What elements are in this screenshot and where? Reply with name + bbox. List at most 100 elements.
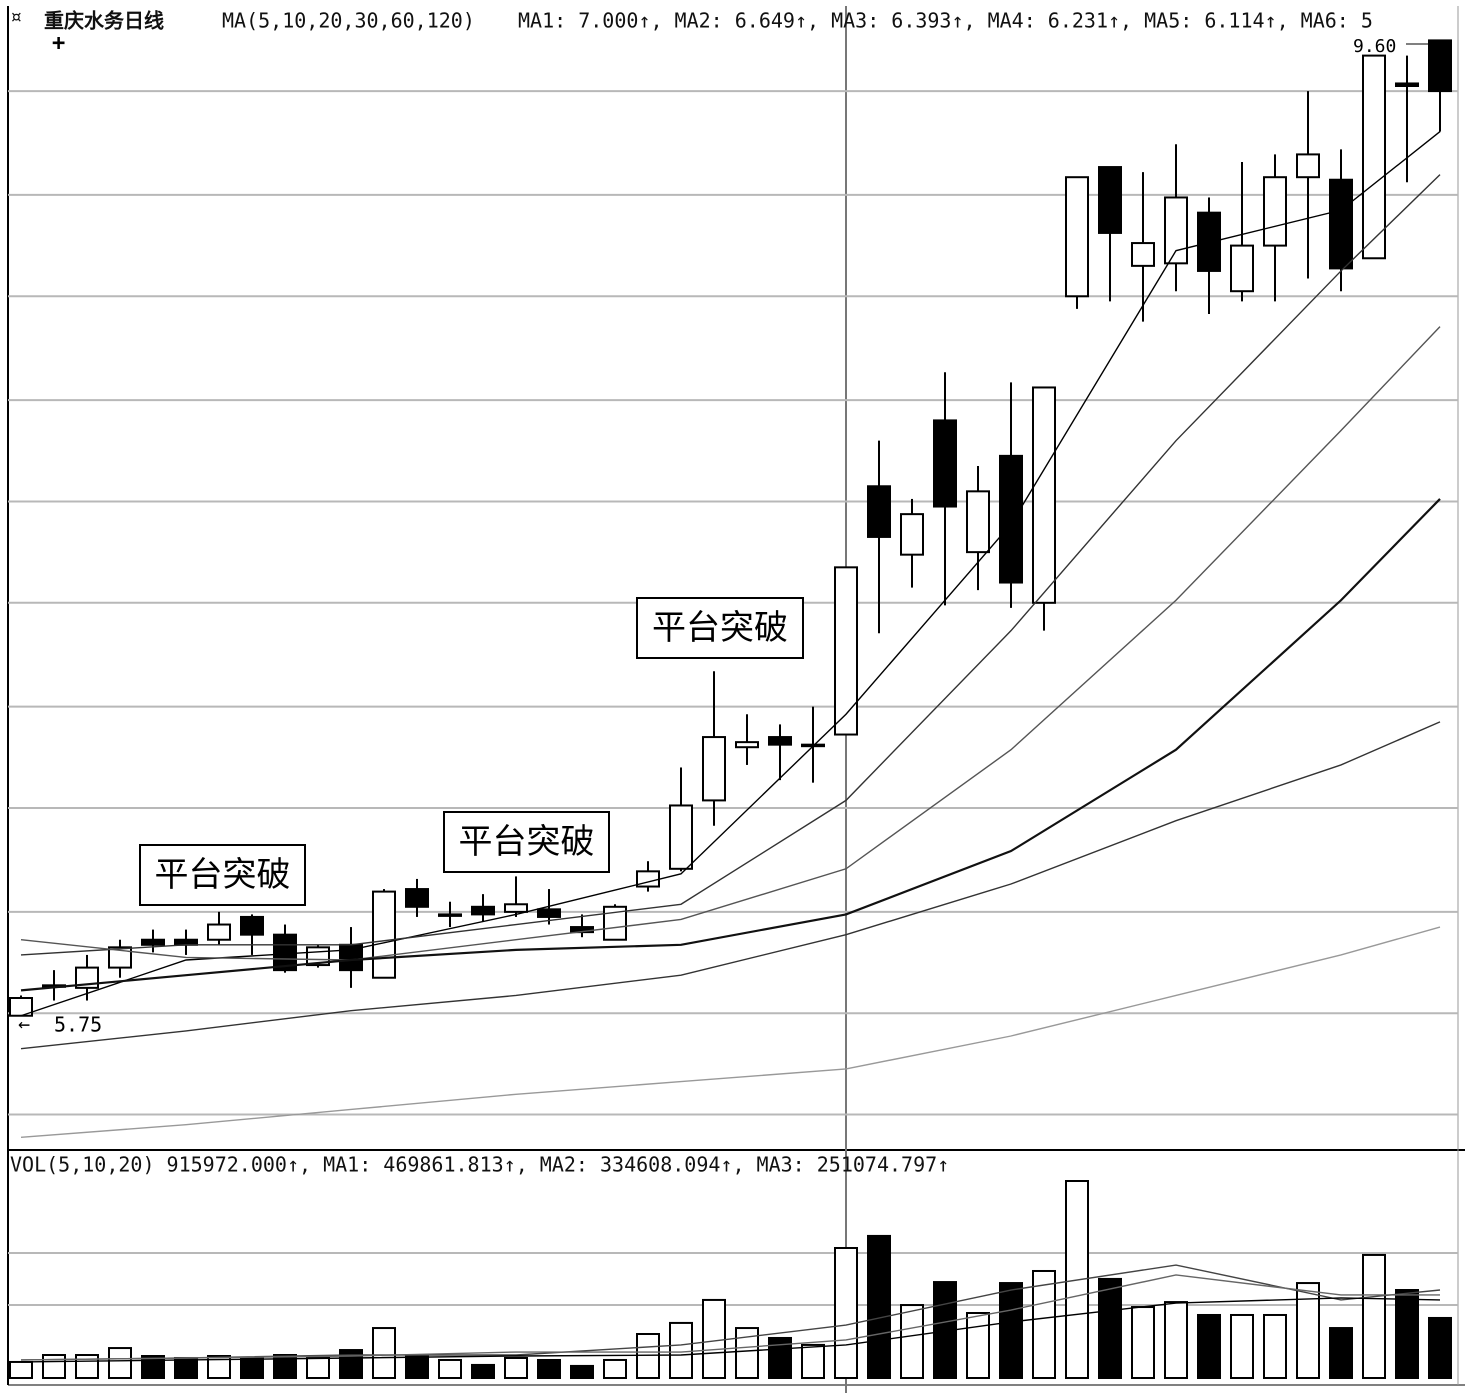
- candle-body: [834, 566, 858, 736]
- max-label: 9.60: [1353, 36, 1396, 57]
- min-label: 5.75: [54, 1013, 102, 1037]
- volume-bar: [42, 1354, 66, 1379]
- candle-body: [240, 915, 264, 936]
- annotation: 平台突破: [652, 608, 788, 648]
- candle-body: [1263, 176, 1287, 247]
- candle-body: [603, 905, 627, 941]
- volume-bar: [702, 1298, 726, 1379]
- annotation-box: [139, 844, 306, 906]
- volume-bar: [1428, 1316, 1452, 1379]
- annotation: 平台突破: [155, 855, 291, 895]
- candle-body: [174, 938, 198, 946]
- volume-bar: [999, 1282, 1023, 1379]
- candle-body: [900, 513, 924, 556]
- volume-bar: [1098, 1277, 1122, 1380]
- candle-body: [372, 890, 396, 979]
- volume-bar: [1230, 1313, 1254, 1379]
- ma-line: [20, 926, 1441, 1139]
- candle-body: [1362, 54, 1386, 260]
- volume-header: VOL(5,10,20) 915972.000↑, MA1: 469861.81…: [10, 1153, 949, 1177]
- volume-bar: [174, 1356, 198, 1379]
- volume-bar: [801, 1343, 825, 1380]
- volume-bar: [669, 1321, 693, 1379]
- volume-bar: [339, 1349, 363, 1380]
- ma-line: [20, 174, 1441, 956]
- ma-line: [20, 326, 1441, 961]
- candle-body: [504, 903, 528, 913]
- volume-bar: [306, 1356, 330, 1379]
- candle-body: [1098, 166, 1122, 234]
- candle-body: [669, 804, 693, 870]
- chart-subtitle: MA(5,10,20,30,60,120): [222, 9, 475, 33]
- volume-bar: [9, 1360, 33, 1380]
- candle-body: [207, 923, 231, 941]
- volume-bar: [405, 1354, 429, 1379]
- volume-bar: [867, 1234, 891, 1380]
- candle-body: [933, 419, 957, 508]
- volume-bar: [537, 1358, 561, 1379]
- volume-bar: [1263, 1313, 1287, 1379]
- header-icon: ¤: [10, 5, 22, 29]
- ma-line: [20, 131, 1441, 1017]
- candle-body: [1197, 211, 1221, 272]
- candle-body: [471, 905, 495, 916]
- candle-body: [1131, 242, 1155, 267]
- candle-body: [141, 938, 165, 946]
- volume-bar: [240, 1356, 264, 1379]
- volume-bar: [603, 1358, 627, 1379]
- annotation: 平台突破: [459, 822, 595, 862]
- volume-bar: [1296, 1282, 1320, 1379]
- ma-line: [20, 498, 1441, 992]
- candle-body: [1065, 176, 1089, 298]
- min-arrow: ←: [18, 1012, 30, 1036]
- candle-body: [867, 485, 891, 538]
- candle-body: [1032, 386, 1056, 604]
- candle-body: [273, 933, 297, 972]
- volume-bar: [207, 1355, 231, 1380]
- volume-bar: [1032, 1269, 1056, 1379]
- ma-header: MA1: 7.000↑, MA2: 6.649↑, MA3: 6.393↑, M…: [518, 9, 1373, 33]
- volume-bar: [1362, 1253, 1386, 1379]
- candle-body: [405, 888, 429, 908]
- candle-body: [537, 908, 561, 918]
- volume-ma-line: [20, 1297, 1441, 1363]
- candle-body: [999, 454, 1023, 584]
- annotation-box: [443, 811, 610, 873]
- volume-bar: [1197, 1313, 1221, 1379]
- candle-body: [108, 946, 132, 969]
- volume-bar: [108, 1347, 132, 1379]
- volume-bar: [1395, 1289, 1419, 1380]
- volume-bar: [471, 1363, 495, 1380]
- volume-ma-line: [20, 1274, 1440, 1361]
- candle-body: [1428, 39, 1452, 93]
- volume-bar: [273, 1354, 297, 1379]
- candle-body: [438, 913, 462, 917]
- candle-body: [735, 741, 759, 749]
- ma-line: [20, 721, 1441, 1050]
- volume-bar: [141, 1355, 165, 1380]
- volume-bar: [834, 1246, 858, 1380]
- volume-bar: [636, 1333, 660, 1379]
- volume-bar: [735, 1327, 759, 1379]
- volume-bar: [504, 1356, 528, 1379]
- volume-bar: [372, 1327, 396, 1379]
- chart-title: 重庆水务日线: [44, 9, 164, 33]
- candle-body: [1296, 153, 1320, 179]
- candle-body: [1395, 82, 1419, 88]
- annotation-box: [636, 597, 804, 659]
- volume-bar: [438, 1358, 462, 1379]
- candle-body: [768, 736, 792, 746]
- volume-bar: [900, 1304, 924, 1379]
- volume-bar: [570, 1364, 594, 1379]
- candle-body: [1230, 244, 1254, 293]
- candle-body: [966, 490, 990, 554]
- volume-bar: [966, 1311, 990, 1380]
- candle-body: [702, 736, 726, 802]
- volume-bar: [1131, 1306, 1155, 1380]
- candle-body: [1329, 178, 1353, 270]
- candle-body: [1164, 196, 1188, 265]
- volume-bar: [1164, 1301, 1188, 1379]
